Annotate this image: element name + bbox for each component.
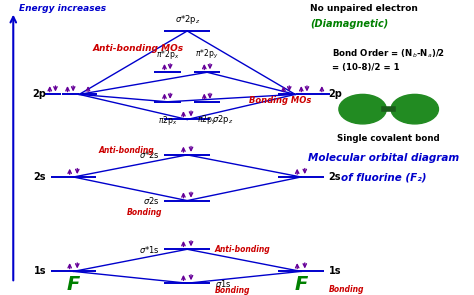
Text: Anti-bonding MOs: Anti-bonding MOs xyxy=(92,44,183,53)
Text: 1s: 1s xyxy=(328,266,341,276)
Text: Anti-bonding: Anti-bonding xyxy=(215,245,271,254)
Text: Bond Order = (N$_b$-N$_a$)/2: Bond Order = (N$_b$-N$_a$)/2 xyxy=(332,47,445,60)
Text: 2p: 2p xyxy=(32,89,46,99)
Text: Bonding: Bonding xyxy=(215,286,250,295)
Circle shape xyxy=(391,94,438,124)
Text: $\sigma$*2p$_z$: $\sigma$*2p$_z$ xyxy=(174,13,200,26)
Text: of fluorine (F₂): of fluorine (F₂) xyxy=(341,173,427,183)
Text: Bonding: Bonding xyxy=(127,208,162,217)
Text: No unpaired electron: No unpaired electron xyxy=(310,4,419,14)
Text: $\pi$2p$_y$: $\pi$2p$_y$ xyxy=(197,114,217,127)
Text: F: F xyxy=(411,104,419,114)
Text: Energy increases: Energy increases xyxy=(19,4,106,14)
Text: (Diamagnetic): (Diamagnetic) xyxy=(310,19,389,29)
Text: F: F xyxy=(294,275,308,294)
Text: 2s: 2s xyxy=(34,172,46,182)
Text: Anti-bonding: Anti-bonding xyxy=(98,146,154,155)
Circle shape xyxy=(339,94,386,124)
Text: $\sigma$2p$_z$: $\sigma$2p$_z$ xyxy=(212,113,234,126)
Text: Molecular orbital diagram: Molecular orbital diagram xyxy=(309,153,459,163)
Text: Single covalent bond: Single covalent bond xyxy=(337,134,440,143)
Text: Bonding MOs: Bonding MOs xyxy=(249,96,311,105)
Text: $\sigma$1s: $\sigma$1s xyxy=(215,278,231,289)
Text: = (10-8)/2 = 1: = (10-8)/2 = 1 xyxy=(332,63,400,73)
Text: F: F xyxy=(67,275,80,294)
Text: F: F xyxy=(359,104,366,114)
Text: $\sigma$*2s: $\sigma$*2s xyxy=(139,149,160,160)
Text: $\pi$*2p$_x$: $\pi$*2p$_x$ xyxy=(155,48,179,61)
Text: $\pi$2p$_x$: $\pi$2p$_x$ xyxy=(157,114,177,127)
Text: $\sigma$2s: $\sigma$2s xyxy=(143,195,160,206)
Text: $\pi$*2p$_y$: $\pi$*2p$_y$ xyxy=(195,48,219,61)
Text: $\sigma$*1s: $\sigma$*1s xyxy=(139,244,160,255)
Text: 2p: 2p xyxy=(328,89,342,99)
Text: 1s: 1s xyxy=(34,266,46,276)
Text: 2s: 2s xyxy=(328,172,341,182)
Text: Bonding: Bonding xyxy=(328,285,364,294)
